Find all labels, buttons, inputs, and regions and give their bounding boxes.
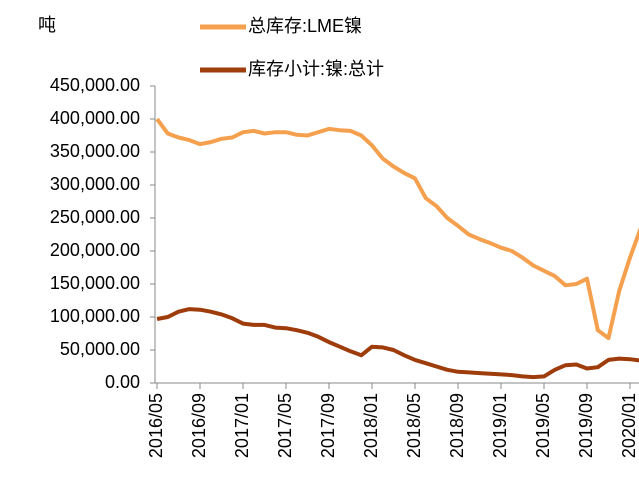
y-tick-label: 100,000.00 xyxy=(50,306,140,326)
y-tick-label: 350,000.00 xyxy=(50,141,140,161)
x-tick-label: 2019/09 xyxy=(576,393,596,458)
y-tick-label: 450,000.00 xyxy=(50,75,140,95)
x-tick-label: 2016/09 xyxy=(189,393,209,458)
legend-label: 库存小计:镍:总计 xyxy=(248,59,384,79)
y-tick-label: 300,000.00 xyxy=(50,174,140,194)
x-tick-label: 2017/05 xyxy=(275,393,295,458)
x-tick-label: 2017/09 xyxy=(318,393,338,458)
x-tick-label: 2019/05 xyxy=(533,393,553,458)
x-tick-label: 2018/09 xyxy=(447,393,467,458)
series-line xyxy=(156,307,639,380)
y-tick-label: 0.00 xyxy=(105,372,140,392)
y-axis-label: 吨 xyxy=(38,15,56,35)
x-tick-label: 2017/01 xyxy=(232,393,252,458)
x-tick-label: 2019/01 xyxy=(490,393,510,458)
y-tick-label: 200,000.00 xyxy=(50,240,140,260)
series-line xyxy=(155,117,639,341)
x-tick-label: 2020/01 xyxy=(619,393,639,458)
y-tick-label: 150,000.00 xyxy=(50,273,140,293)
x-tick-label: 2018/05 xyxy=(404,393,424,458)
y-tick-label: 50,000.00 xyxy=(60,339,140,359)
x-tick-label: 2018/01 xyxy=(361,393,381,458)
y-tick-label: 250,000.00 xyxy=(50,207,140,227)
legend-label: 总库存:LME镍 xyxy=(248,16,362,36)
x-tick-label: 2016/05 xyxy=(146,393,166,458)
y-tick-label: 400,000.00 xyxy=(50,108,140,128)
